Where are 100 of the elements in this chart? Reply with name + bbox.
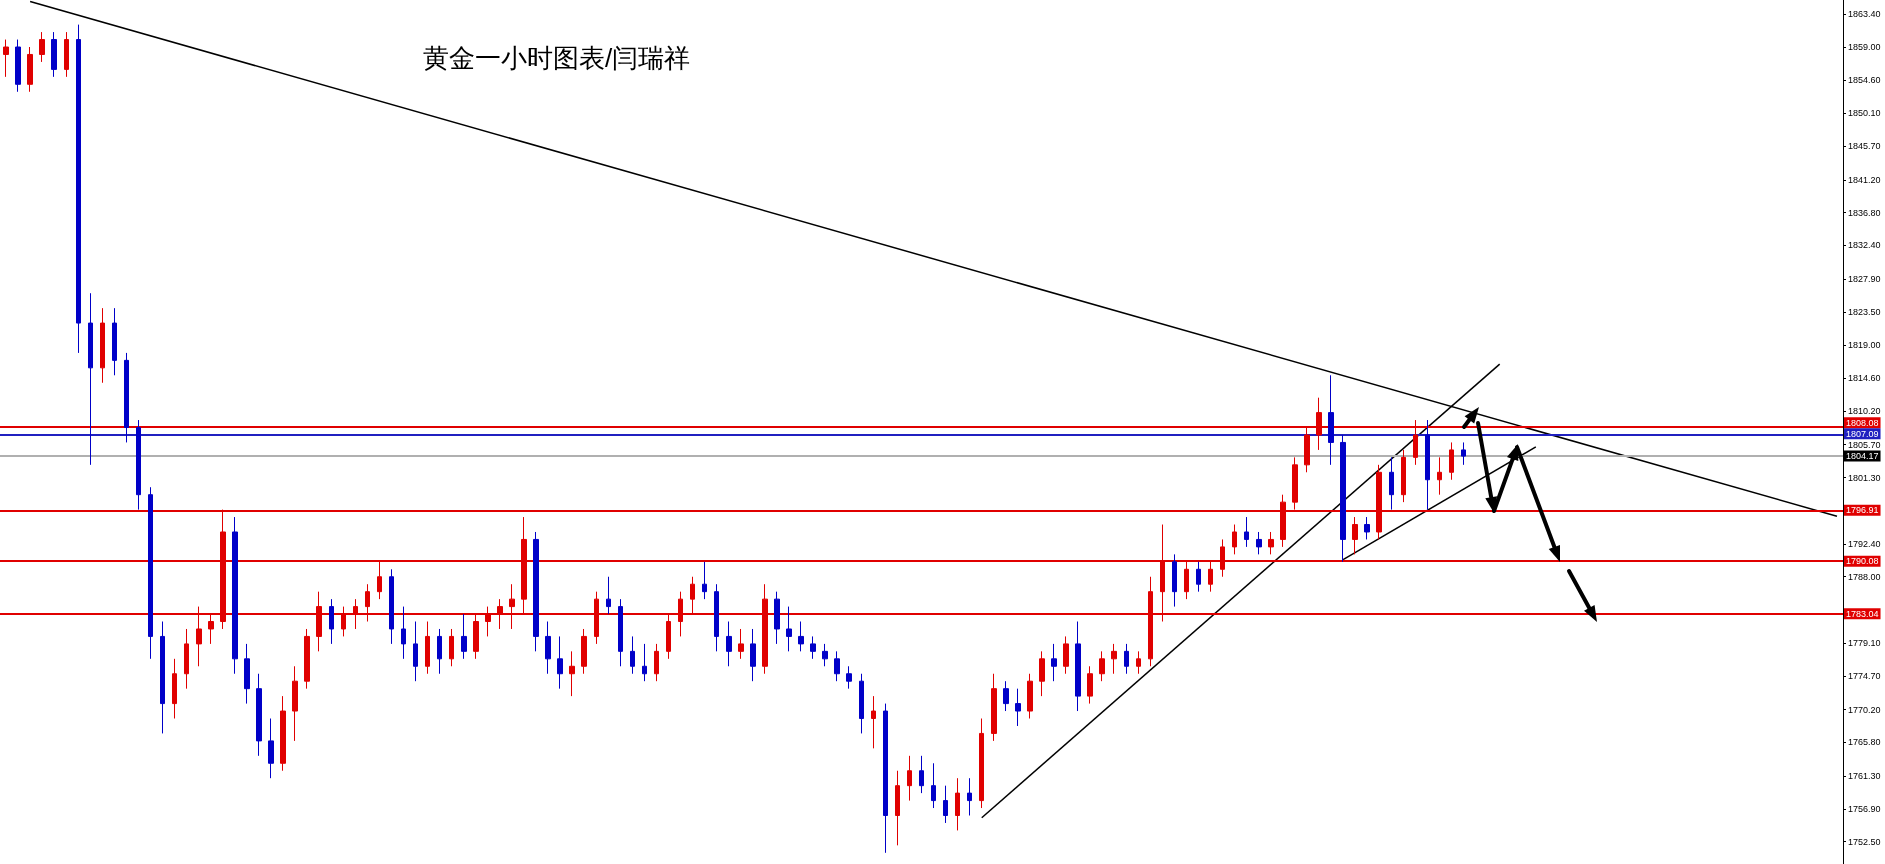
candlestick	[895, 770, 900, 846]
candlestick	[750, 628, 756, 682]
candlestick	[1364, 516, 1370, 540]
candlestick	[413, 621, 418, 682]
candlestick	[569, 650, 575, 697]
candlestick	[292, 665, 298, 742]
y-tick-label: 1823.50	[1848, 306, 1881, 317]
candlestick	[859, 673, 864, 734]
candlestick	[100, 307, 105, 384]
candlestick	[1063, 635, 1069, 675]
candlestick	[1437, 456, 1442, 496]
candlestick	[1256, 531, 1262, 555]
candlestick	[160, 621, 165, 734]
candlestick	[1389, 456, 1394, 511]
candlestick	[834, 650, 840, 682]
y-tick-label: 1752.50	[1848, 836, 1881, 847]
y-tick-label: 1770.20	[1848, 704, 1881, 715]
y-tick-label: 1779.10	[1848, 638, 1881, 649]
candlestick	[533, 531, 539, 652]
y-tick-label: 1841.20	[1848, 174, 1881, 185]
ref-line-label: 1804.17	[1846, 451, 1879, 462]
candlestick	[1124, 643, 1129, 675]
candlestick	[1340, 434, 1346, 563]
y-tick-label: 1792.40	[1848, 538, 1881, 549]
y-tick-label: 1788.00	[1848, 571, 1881, 582]
candlestick	[329, 598, 334, 645]
candlestick	[280, 695, 286, 772]
y-tick-label: 1827.90	[1848, 274, 1881, 285]
ref-line-label: 1808.08	[1846, 417, 1879, 428]
y-tick-label: 1859.00	[1848, 42, 1881, 53]
candlestick	[39, 31, 45, 63]
candlestick	[244, 643, 250, 705]
candlestick	[931, 762, 936, 809]
candlestick	[76, 24, 81, 354]
candlestick	[27, 46, 33, 93]
candlestick	[172, 658, 177, 720]
candlestick	[943, 785, 948, 824]
candlestick	[1328, 374, 1334, 466]
candlestick	[401, 606, 406, 660]
candlestick	[1099, 650, 1105, 682]
candlestick	[654, 643, 659, 682]
y-tick-label: 1836.80	[1848, 207, 1881, 218]
candlestick	[1136, 650, 1141, 675]
candlestick	[714, 583, 719, 652]
candlestick	[1087, 665, 1093, 705]
candlestick	[726, 621, 732, 667]
ref-line-label: 1783.04	[1846, 608, 1879, 619]
candlestick	[304, 628, 310, 690]
candlestick	[979, 718, 984, 809]
ref-line-label: 1796.91	[1846, 505, 1879, 516]
candlestick	[618, 598, 623, 667]
candlestick	[51, 31, 57, 78]
candlestick	[1039, 650, 1045, 697]
candlestick	[148, 486, 153, 660]
candlestick	[1268, 531, 1274, 555]
candlestick	[630, 635, 635, 675]
candlestick	[64, 31, 69, 78]
candlestick	[1352, 516, 1358, 555]
candlestick	[919, 755, 924, 794]
candlestick	[1425, 419, 1430, 511]
ref-line-label: 1807.09	[1846, 428, 1879, 439]
text: 黄金一小时图表/闫瑞祥	[423, 43, 691, 73]
y-tick-label: 1774.70	[1848, 670, 1881, 681]
candlestick	[461, 613, 467, 660]
candlestick	[702, 561, 707, 600]
y-tick-label: 1845.70	[1848, 141, 1881, 152]
candlestick	[1075, 621, 1081, 712]
y-tick-label: 1854.60	[1848, 74, 1881, 85]
candlestick	[967, 777, 972, 816]
y-tick-label: 1805.70	[1848, 439, 1881, 450]
candlestick	[557, 635, 563, 690]
candlestick	[606, 576, 611, 615]
candlestick	[883, 703, 888, 854]
candlestick	[1196, 561, 1201, 593]
candlestick	[991, 673, 997, 742]
y-tick-label: 1832.40	[1848, 240, 1881, 251]
candlestick	[3, 39, 9, 78]
candlestick	[810, 635, 816, 660]
candlestick	[88, 292, 93, 466]
candlestick	[1172, 553, 1177, 608]
candlestick	[738, 628, 744, 660]
candlestick	[907, 755, 912, 802]
candlestick	[581, 628, 587, 675]
candlestick	[1003, 680, 1009, 712]
y-tick-label: 1756.90	[1848, 803, 1881, 814]
candlestick	[1232, 524, 1237, 555]
candlestick	[798, 621, 804, 652]
y-tick-label: 1765.80	[1848, 737, 1881, 748]
candlestick	[871, 695, 876, 749]
candlestick	[184, 628, 189, 690]
candlestick	[136, 419, 141, 511]
candlestick	[268, 718, 274, 779]
candlestick	[1015, 688, 1021, 727]
candlestick	[1244, 516, 1249, 548]
candlestick	[846, 665, 852, 690]
candlestick	[1027, 673, 1033, 720]
candlestick	[232, 516, 238, 675]
candlestick	[545, 621, 551, 675]
candlestick	[425, 621, 430, 675]
y-tick-label: 1850.10	[1848, 108, 1881, 119]
